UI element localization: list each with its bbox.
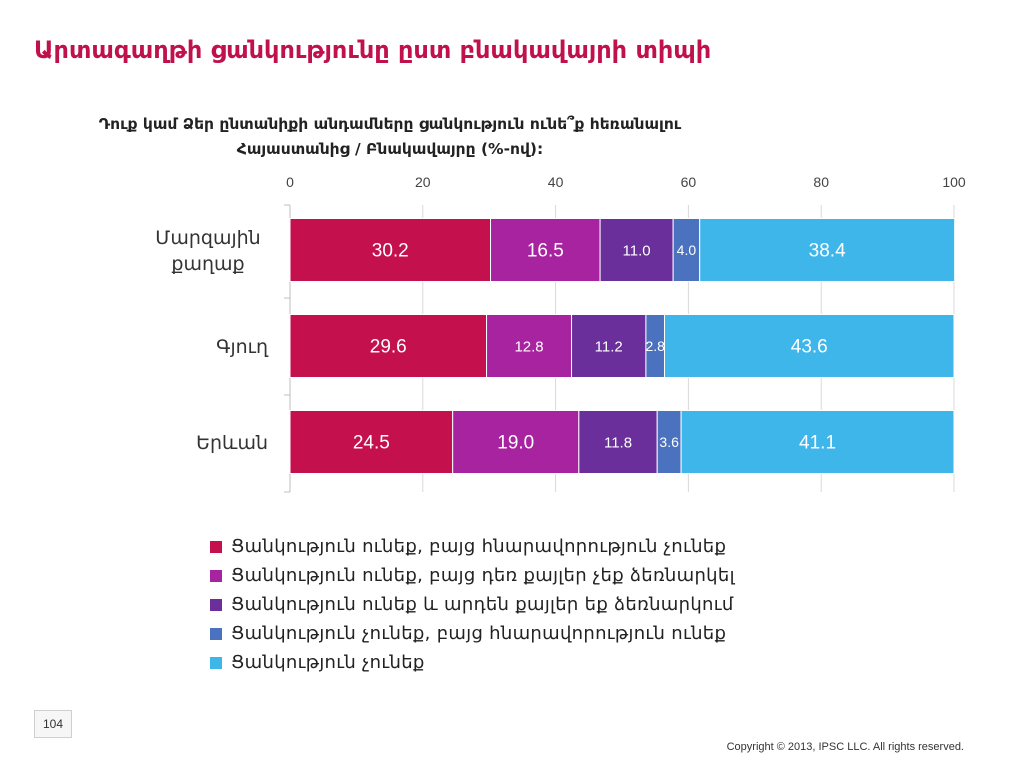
- data-label: 19.0: [497, 433, 534, 454]
- bar-segment: [599, 218, 674, 282]
- bar-segment: [452, 410, 580, 474]
- legend-swatch: [210, 656, 222, 669]
- page-number: 104: [34, 710, 72, 738]
- data-label: 43.6: [791, 337, 828, 358]
- legend-item: Ցանկություն չունեք, բայց հնարավորություն…: [210, 619, 735, 648]
- chart-title-line-1: Դուք կամ Ձեր ընտանիքի անդամները ցանկությ…: [98, 115, 682, 133]
- data-label: 11.2: [595, 338, 623, 355]
- legend-swatch: [210, 627, 222, 640]
- legend-item: Ցանկություն ունեք, բայց դեռ քայլեր չեք ձ…: [210, 561, 735, 590]
- x-tick-label: 80: [813, 174, 829, 190]
- bar-segment: [699, 218, 956, 282]
- bar-segment: [578, 410, 658, 474]
- bar-segment: [289, 410, 454, 474]
- data-label: 2.8: [645, 338, 665, 354]
- legend-swatch: [210, 598, 222, 611]
- bar-segment: [571, 314, 647, 378]
- legend-swatch: [210, 540, 222, 553]
- category-label: Գյուղ: [216, 336, 269, 358]
- chart-legend: Ցանկություն ունեք, բայց հնարավորություն …: [210, 532, 735, 677]
- legend-item: Ցանկություն ունեք, բայց հնարավորություն …: [210, 532, 735, 561]
- legend-label: Ցանկություն չունեք: [231, 652, 425, 673]
- chart-title-line-2: Հայաստանից / Բնակավայրը (%-ով):: [236, 140, 544, 158]
- data-label: 12.8: [514, 338, 543, 355]
- legend-label: Ցանկություն ունեք և արդեն քայլեր եք ձեռն…: [231, 594, 734, 615]
- data-label: 41.1: [799, 433, 836, 454]
- x-tick-label: 0: [286, 174, 294, 190]
- data-label: 11.8: [604, 434, 632, 451]
- data-label: 29.6: [370, 337, 407, 358]
- data-label: 30.2: [372, 241, 409, 262]
- x-tick-label: 100: [942, 174, 966, 190]
- copyright-notice: Copyright © 2013, IPSC LLC. All rights r…: [726, 741, 964, 753]
- data-label: 24.5: [353, 433, 390, 454]
- data-label: 16.5: [527, 241, 564, 262]
- data-label: 11.0: [623, 242, 651, 259]
- legend-label: Ցանկություն ունեք, բայց հնարավորություն …: [231, 536, 727, 557]
- x-tick-label: 20: [415, 174, 431, 190]
- data-label: 38.4: [809, 241, 846, 262]
- category-label: Մարզային: [155, 227, 260, 249]
- legend-label: Ցանկություն ունեք, բայց դեռ քայլեր չեք ձ…: [231, 565, 735, 586]
- x-tick-label: 60: [681, 174, 697, 190]
- bar-segment: [289, 218, 492, 282]
- bar-segment: [486, 314, 573, 378]
- bar-segment: [289, 314, 488, 378]
- legend-label: Ցանկություն չունեք, բայց հնարավորություն…: [231, 623, 727, 644]
- data-label: 4.0: [677, 242, 697, 258]
- category-label: քաղաք: [171, 253, 244, 275]
- bar-segment: [680, 410, 955, 474]
- data-label: 3.6: [659, 434, 679, 450]
- bar-segment: [663, 314, 955, 378]
- legend-item: Ցանկություն չունեք: [210, 648, 735, 677]
- slide-title: Արտագաղթի ցանկությունը ըստ բնակավայրի տի…: [34, 36, 712, 64]
- legend-item: Ցանկություն ունեք և արդեն քայլեր եք ձեռն…: [210, 590, 735, 619]
- bar-segment: [490, 218, 601, 282]
- category-label: Երևան: [196, 432, 268, 454]
- chart-title: Դուք կամ Ձեր ընտանիքի անդամները ցանկությ…: [40, 112, 740, 162]
- x-tick-label: 40: [548, 174, 564, 190]
- legend-swatch: [210, 569, 222, 582]
